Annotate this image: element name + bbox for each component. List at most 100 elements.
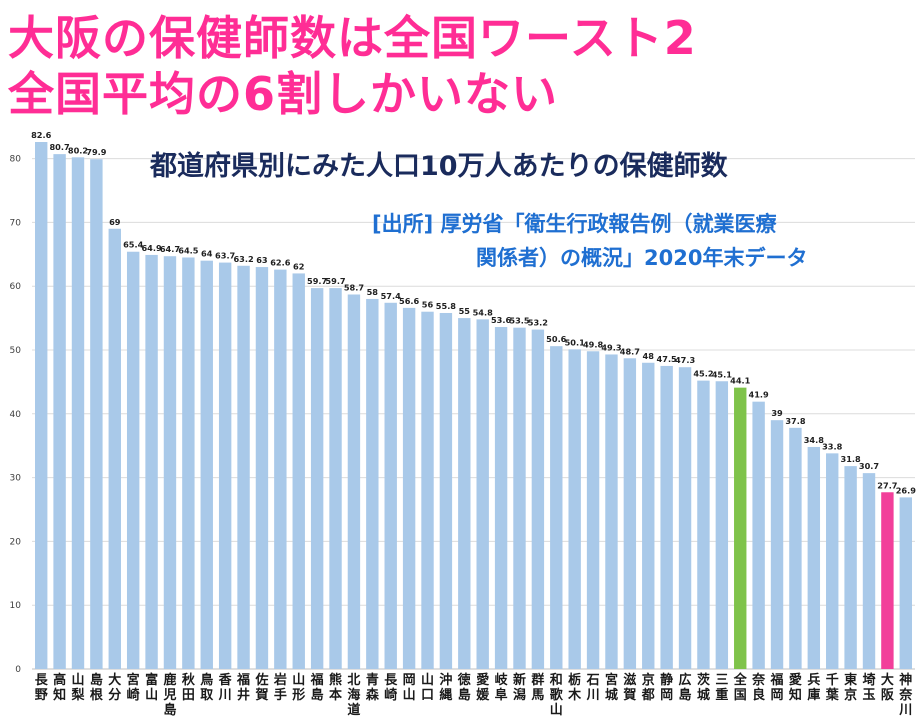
value-label: 27.7	[877, 480, 898, 490]
value-label: 62	[293, 261, 304, 271]
category-label-栃木: 栃	[568, 672, 581, 688]
value-label: 50.1	[565, 337, 586, 347]
category-label-char: 口	[421, 688, 434, 703]
bar-石川	[586, 351, 600, 669]
bar-愛媛	[476, 319, 489, 669]
bar-長野	[34, 142, 48, 669]
category-label-山形: 山	[292, 672, 305, 688]
bar-福岡	[770, 420, 784, 669]
category-label-char: 良	[752, 687, 765, 703]
category-label-char: 阪	[881, 688, 895, 703]
category-label-char: 城	[605, 687, 618, 703]
category-label-茨城: 茨	[697, 672, 711, 688]
value-label: 79.9	[86, 147, 107, 157]
category-label-熊本: 熊	[329, 672, 342, 688]
category-label-福島: 福	[310, 672, 324, 688]
category-label-char: 海	[347, 687, 360, 703]
value-label: 54.8	[473, 307, 494, 317]
y-tick-label: 70	[10, 218, 22, 228]
value-label: 53.5	[509, 316, 530, 326]
category-label-和歌山: 和	[550, 672, 563, 688]
category-label-char: 崎	[127, 687, 140, 703]
bar-京都	[642, 362, 655, 669]
category-label-char: 道	[347, 702, 360, 718]
category-label-神奈川: 神	[899, 672, 912, 688]
category-label-char: 賀	[254, 687, 268, 703]
category-label-char: 京	[844, 687, 857, 703]
bar-福井	[237, 265, 250, 669]
value-label: 56	[422, 300, 434, 310]
headline-line-1: 大阪の保健師数は全国ワースト2	[8, 11, 697, 65]
category-label-大阪: 大	[881, 672, 894, 688]
bar-北海道	[347, 294, 361, 669]
value-label: 39	[771, 408, 783, 418]
value-label: 48.7	[620, 346, 641, 356]
source-note-line-2: 関係者）の概況」2020年末データ	[476, 246, 808, 270]
value-label: 47.5	[657, 354, 678, 364]
category-label-char: 島	[679, 687, 692, 703]
bar-栃木	[568, 349, 581, 669]
category-label-岩手: 岩	[273, 672, 287, 688]
category-label-char: 井	[237, 687, 250, 703]
category-label-宮城: 宮	[605, 672, 618, 688]
category-label-長崎: 長	[384, 673, 398, 688]
category-label-鹿児島: 鹿	[163, 672, 176, 688]
category-label-char: 知	[789, 687, 802, 703]
value-label: 62.6	[270, 258, 291, 268]
bar-島根	[90, 159, 103, 670]
category-label-char: 川	[898, 703, 912, 718]
bar-岡山	[402, 307, 416, 669]
bar-富山	[145, 254, 158, 669]
bar-宮城	[605, 354, 618, 669]
bar-山形	[292, 273, 305, 669]
y-tick-label: 50	[10, 346, 22, 356]
y-axis-ticks: 0 10 20 30 40 50 60 70 80	[10, 155, 22, 675]
category-label-富山: 富	[145, 672, 158, 688]
source-note-line-1: [出所] 厚労省「衛生行政報告例（就業医療	[372, 212, 777, 236]
category-label-char: 岡	[660, 688, 673, 703]
value-label: 57.4	[381, 291, 402, 301]
category-label-char: 賀	[622, 687, 636, 703]
bar-宮崎	[126, 251, 140, 669]
bar-茨城	[697, 380, 710, 669]
category-label-群馬: 群	[531, 672, 544, 688]
category-label-全国: 全	[733, 672, 748, 688]
category-label-char: 歌	[550, 687, 564, 703]
bar-青森	[366, 298, 379, 669]
value-label: 49.3	[601, 342, 622, 352]
value-label: 65.4	[123, 240, 144, 250]
bar-徳島	[458, 318, 471, 669]
category-label-char: 根	[90, 687, 104, 703]
bar-山梨	[71, 157, 85, 669]
bar-秋田	[182, 257, 195, 669]
value-label: 55.8	[436, 301, 457, 311]
value-label: 64	[201, 249, 213, 259]
category-label-宮崎: 宮	[127, 672, 140, 688]
bar-福島	[310, 288, 324, 669]
y-tick-label: 40	[10, 410, 22, 420]
category-label-島根: 島	[90, 672, 103, 688]
bar-鹿児島	[163, 256, 177, 669]
value-label: 63.2	[233, 254, 253, 264]
category-label-char: 庫	[807, 687, 820, 703]
value-label: 58	[367, 287, 379, 297]
category-label-滋賀: 滋	[623, 672, 636, 688]
category-label-新潟: 新	[513, 672, 526, 688]
category-label-奈良: 奈	[751, 672, 766, 688]
category-label-char: 島	[458, 687, 471, 703]
value-label: 64.9	[141, 243, 162, 253]
bar-香川	[218, 262, 232, 669]
category-label-char: 都	[641, 687, 655, 703]
category-label-char: 山	[145, 687, 158, 703]
category-label-広島: 広	[679, 672, 692, 688]
bar-岐阜	[494, 327, 508, 669]
category-labels: 長野高知山梨島根大分宮崎富山鹿児島秋田鳥取香川福井佐賀岩手山形福島熊本北海道青森…	[35, 672, 914, 718]
bar-全国	[734, 387, 747, 669]
category-label-兵庫: 兵	[807, 672, 820, 688]
category-label-char: 玉	[863, 688, 876, 703]
bar-和歌山	[550, 346, 563, 669]
bar-鳥取	[200, 260, 213, 669]
value-label: 48	[643, 351, 655, 361]
category-label-東京: 東	[844, 672, 857, 688]
